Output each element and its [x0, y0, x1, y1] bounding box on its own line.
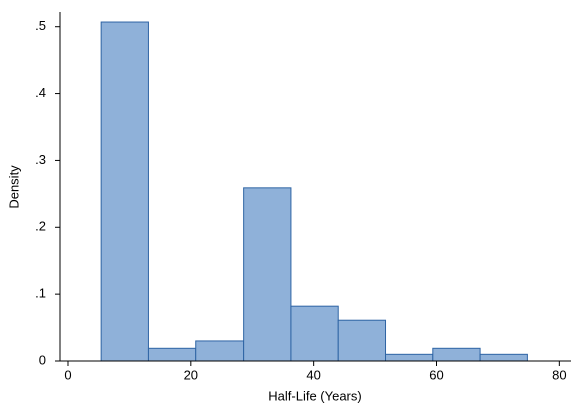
x-tick-label: 20: [184, 367, 198, 382]
x-tick-label: 80: [552, 367, 566, 382]
x-tick-label: 60: [429, 367, 443, 382]
bar: [100, 21, 149, 362]
bar: [337, 319, 387, 362]
x-tick-label: 40: [306, 367, 320, 382]
bar: [290, 305, 339, 362]
x-axis-label: Half-Life (Years): [268, 388, 361, 403]
y-tick-label: .1: [35, 286, 46, 301]
y-tick-label: .3: [35, 152, 46, 167]
bar: [479, 353, 528, 362]
bar: [432, 347, 481, 362]
x-tick-label: 0: [64, 367, 71, 382]
bar: [385, 353, 434, 362]
y-tick-label: 0: [39, 352, 46, 367]
y-tick-label: .5: [35, 18, 46, 33]
bar: [243, 187, 292, 362]
bar: [195, 340, 245, 362]
bar: [147, 347, 197, 362]
y-tick-label: .2: [35, 219, 46, 234]
y-axis-label: Density: [6, 165, 21, 209]
y-tick-label: .4: [35, 85, 46, 100]
